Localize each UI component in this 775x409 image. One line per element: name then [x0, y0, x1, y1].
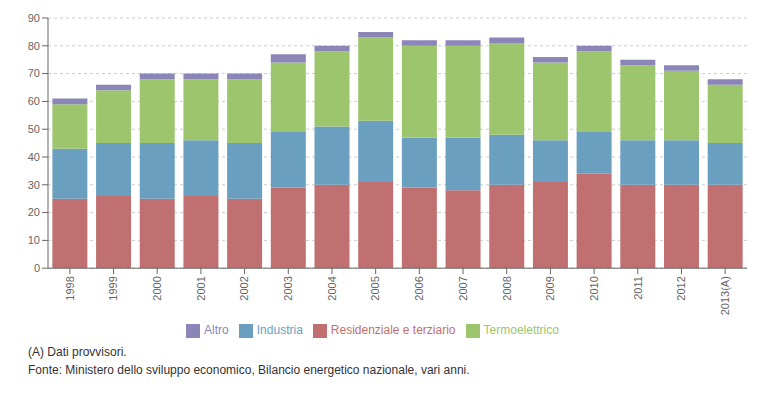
svg-text:60: 60: [28, 95, 40, 107]
svg-text:0: 0: [34, 262, 40, 274]
svg-text:2002: 2002: [238, 276, 250, 300]
svg-text:2009: 2009: [544, 276, 556, 300]
svg-text:2003: 2003: [282, 276, 294, 300]
html-text:Altro: Altro: [204, 323, 229, 338]
svg-text:10: 10: [28, 234, 40, 246]
svg-text:30: 30: [28, 179, 40, 191]
svg-text:40: 40: [28, 151, 40, 163]
svg-text:80: 80: [28, 40, 40, 52]
html-text:(A) Dati provvisori.: (A) Dati provvisori.: [28, 345, 127, 359]
svg-text:2005: 2005: [369, 276, 381, 300]
svg-text:20: 20: [28, 206, 40, 218]
svg-text:2010: 2010: [588, 276, 600, 300]
svg-text:1998: 1998: [64, 276, 76, 300]
svg-text:2000: 2000: [151, 276, 163, 300]
html-text:Fonte: Ministero dello svilupp: Fonte: Ministero dello sviluppo economic…: [28, 363, 470, 377]
svg-text:70: 70: [28, 67, 40, 79]
svg-text:50: 50: [28, 123, 40, 135]
svg-text:1999: 1999: [107, 276, 119, 300]
svg-text:2006: 2006: [413, 276, 425, 300]
svg-text:90: 90: [28, 12, 40, 24]
svg-text:2013(A): 2013(A): [719, 276, 731, 315]
html-text:Residenziale e terziario: Residenziale e terziario: [330, 323, 456, 338]
html-text:Industria: Industria: [256, 323, 303, 338]
svg-text:2011: 2011: [632, 276, 644, 300]
svg-text:2007: 2007: [457, 276, 469, 300]
svg-text:2012: 2012: [675, 276, 687, 300]
html-text:Termoelettrico: Termoelettrico: [483, 323, 559, 338]
svg-text:2001: 2001: [195, 276, 207, 300]
svg-text:2008: 2008: [501, 276, 513, 300]
svg-text:2004: 2004: [326, 276, 338, 300]
